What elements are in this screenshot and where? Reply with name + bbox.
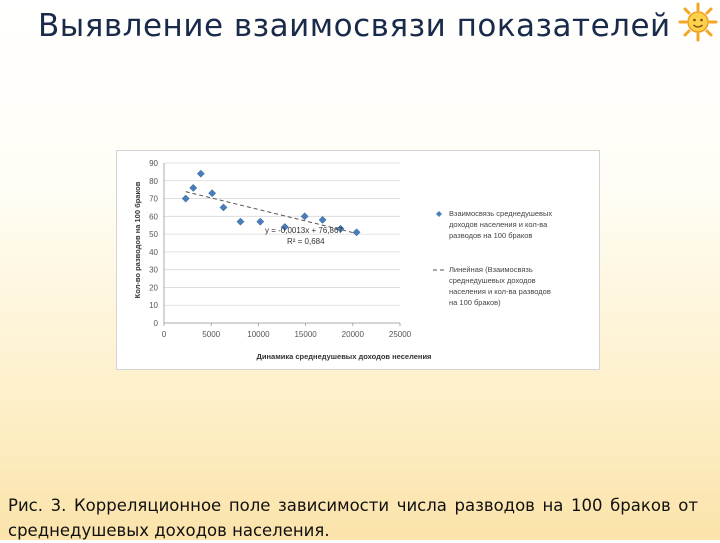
chart-legend: Взаимосвязь среднедушевых доходов населен…: [433, 209, 552, 307]
x-axis-title: Динамика среднедушевых доходов неселения: [257, 352, 432, 361]
x-tick-label: 20000: [342, 330, 365, 339]
x-tick-label: 10000: [247, 330, 270, 339]
data-point: [256, 217, 265, 226]
data-point: [219, 203, 228, 212]
data-point: [196, 169, 205, 178]
y-tick-label: 10: [149, 301, 158, 310]
x-tick-label: 15000: [294, 330, 317, 339]
y-tick-label: 20: [149, 283, 158, 292]
data-point: [189, 183, 198, 192]
x-tick-label: 5000: [202, 330, 220, 339]
chart-panel: 0 10 20 30 40 50 60 70 80 90 0 5000 10000 15000 20000 2…: [116, 150, 600, 370]
x-tick-label: 25000: [389, 330, 412, 339]
data-point: [318, 215, 327, 224]
y-tick-label: 0: [154, 319, 159, 328]
sun-icon: [678, 2, 718, 42]
data-point: [352, 228, 361, 237]
legend-marker-scatter: [436, 211, 442, 217]
trendline-equation: y = -0,0013x + 76,867: [265, 226, 343, 235]
y-tick-label: 80: [149, 177, 158, 186]
x-tick-label: 0: [162, 330, 167, 339]
legend-label-trendline: Линейная (Взаимосвязь среднедушевых доход…: [449, 265, 551, 307]
y-tick-label: 90: [149, 159, 158, 168]
trendline: [185, 191, 357, 234]
data-point: [208, 189, 217, 198]
y-tick-label: 50: [149, 230, 158, 239]
slide-title: Выявление взаимосвязи показателей: [38, 8, 671, 44]
figure-caption: Рис. 3. Корреляционное поле зависимости …: [8, 495, 698, 540]
trendline-r-squared: R² = 0,684: [287, 237, 325, 246]
y-tick-label: 40: [149, 248, 158, 257]
data-point: [280, 223, 289, 231]
data-point: [336, 224, 345, 233]
scatter-chart: 0 10 20 30 40 50 60 70 80 90 0 5000 10000 15000 20000 2…: [133, 159, 552, 361]
y-tick-label: 30: [149, 266, 158, 275]
y-tick-label: 70: [149, 195, 158, 204]
y-tick-label: 60: [149, 212, 158, 221]
data-point: [300, 212, 309, 221]
y-axis-title: Кол-во разводов на 100 браков: [133, 181, 142, 298]
data-point: [181, 194, 190, 203]
legend-label-scatter: Взаимосвязь среднедушевых доходов населен…: [449, 209, 552, 240]
data-point: [236, 217, 245, 226]
